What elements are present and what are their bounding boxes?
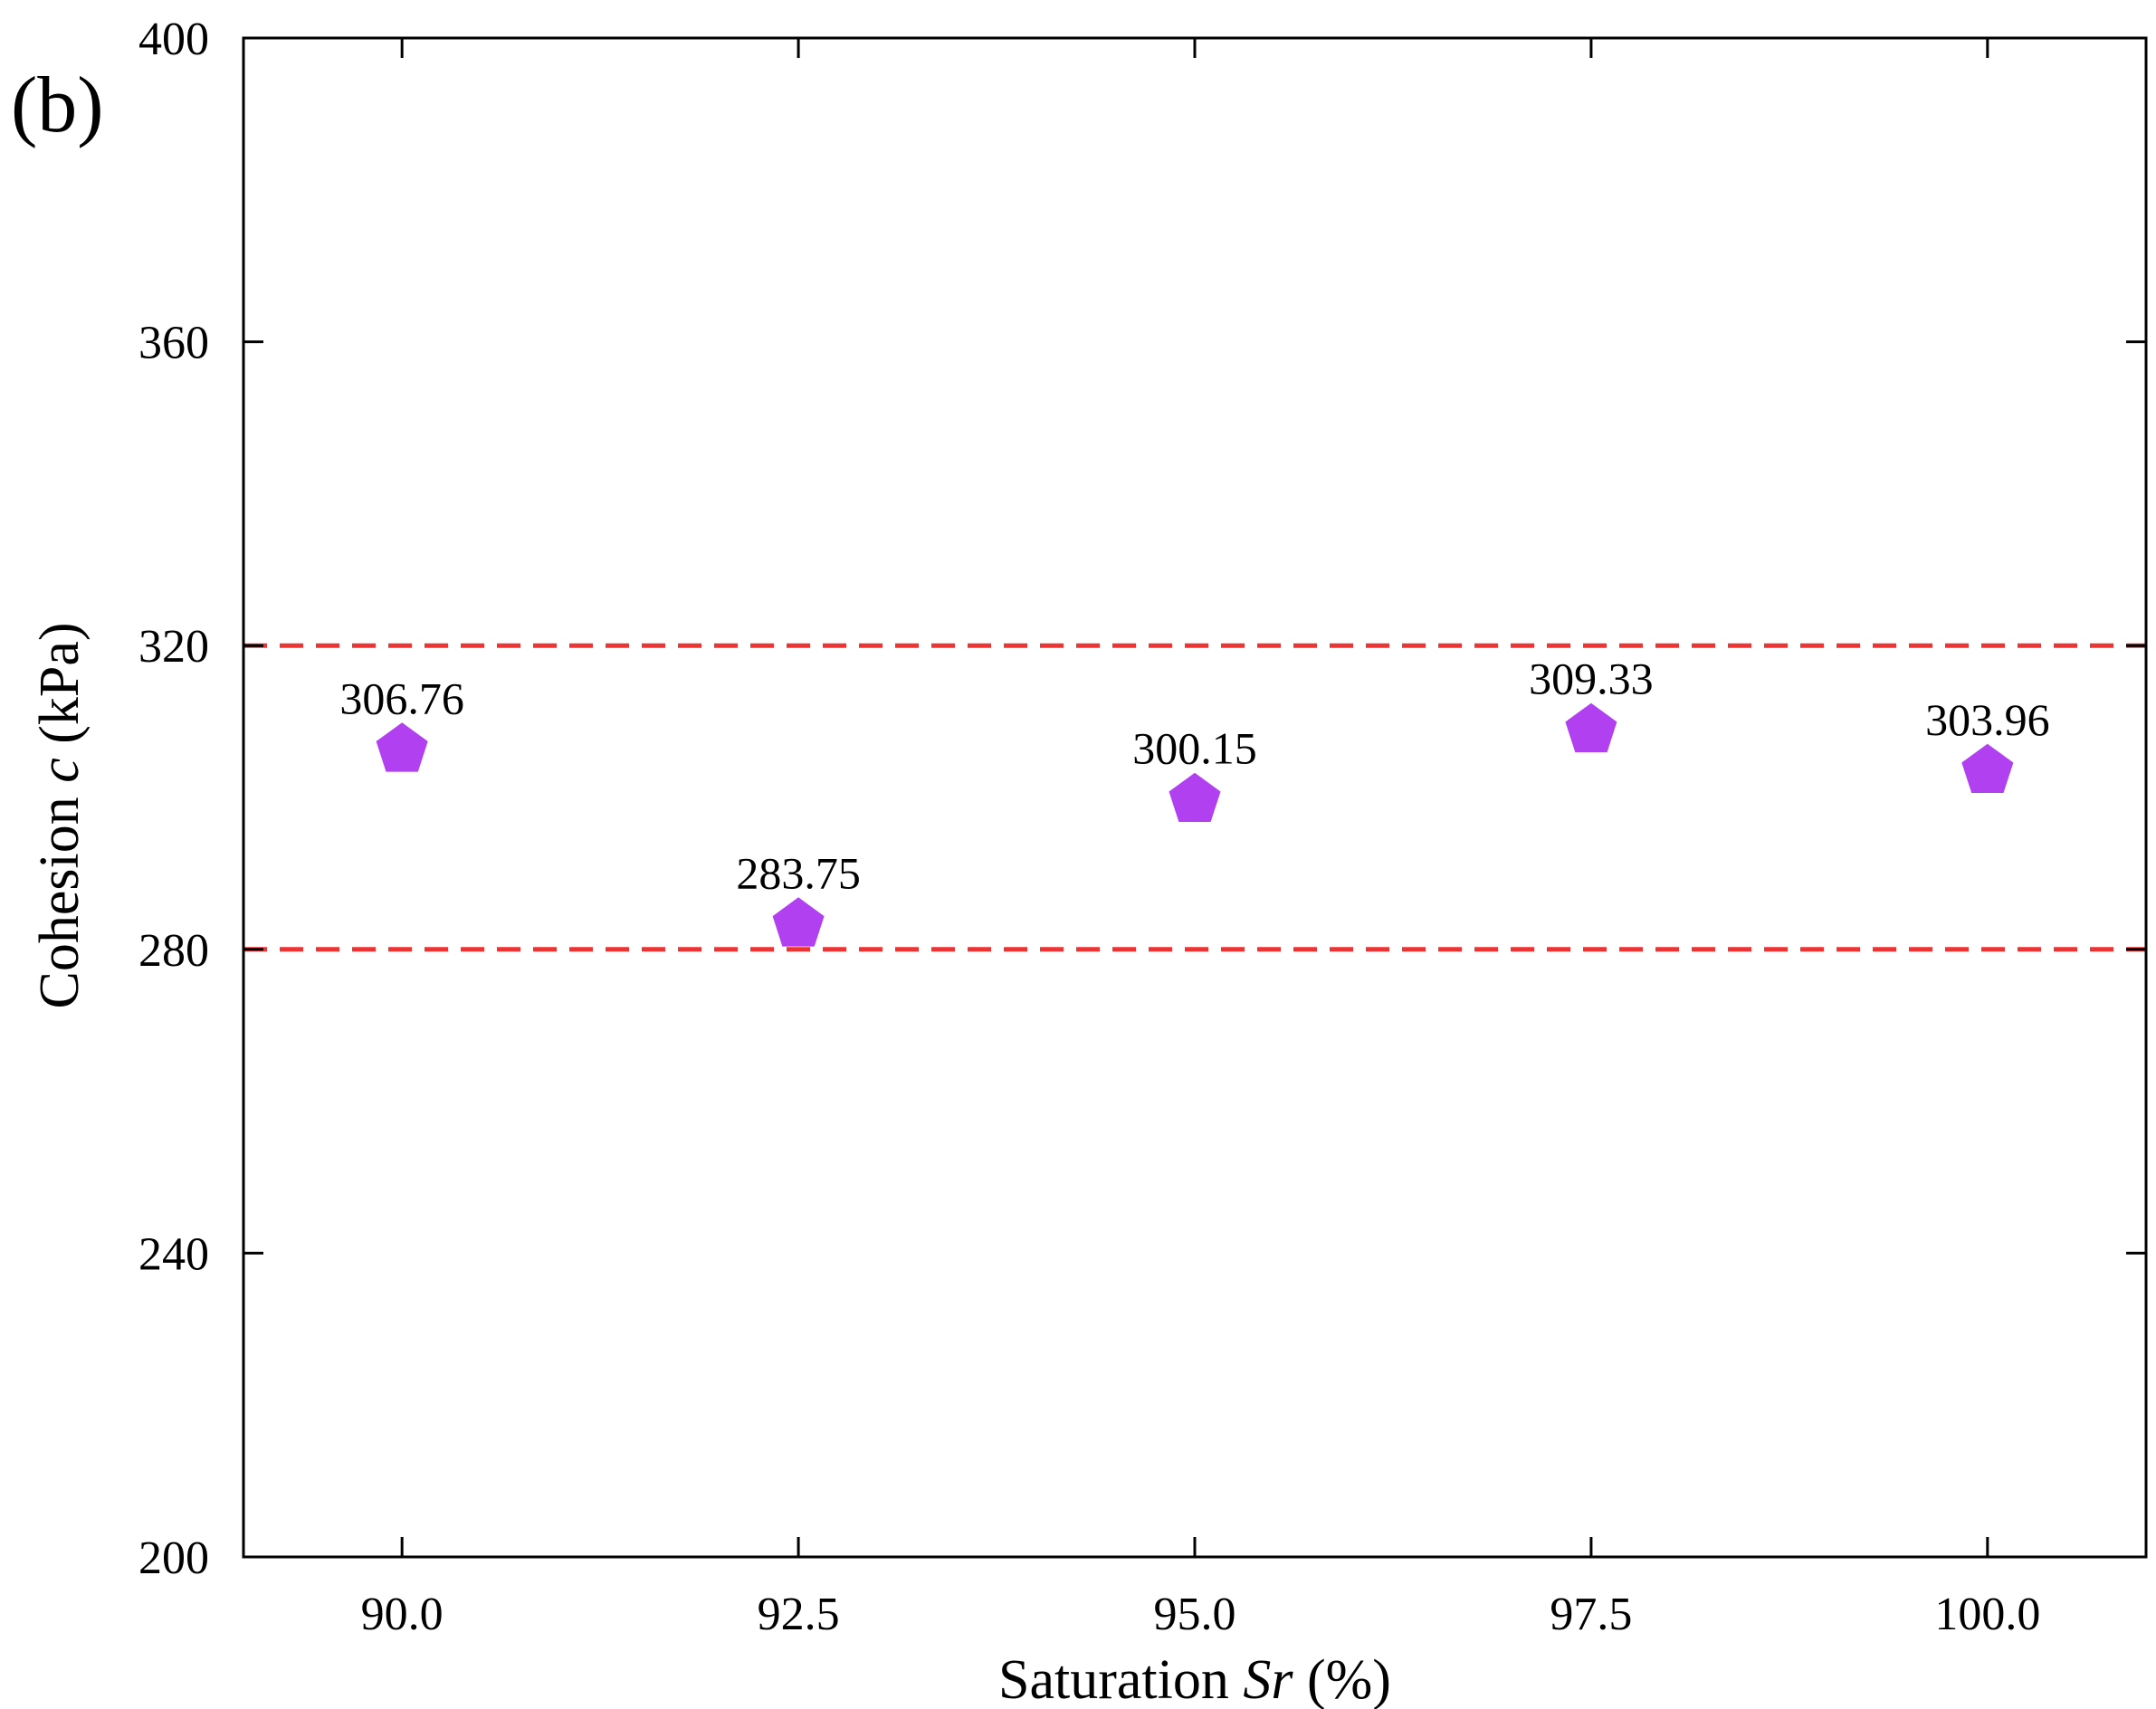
x-tick-label: 95.0: [1154, 1589, 1236, 1640]
panel-label: (b): [11, 62, 104, 149]
y-axis-title: Cohesion c (kPa): [29, 622, 91, 1008]
y-tick-label: 240: [138, 1228, 209, 1280]
data-point-label: 309.33: [1529, 654, 1654, 704]
data-point-marker: [1961, 743, 2014, 793]
data-point-label: 303.96: [1925, 694, 2050, 745]
data-point-marker: [376, 722, 428, 772]
data-labels: 306.76 283.75 300.15 309.33 303.96: [339, 654, 2049, 899]
y-tick-label: 360: [138, 318, 209, 369]
x-axis-title: Saturation Sr (%): [998, 1649, 1391, 1709]
y-tick-label: 400: [138, 14, 209, 65]
data-point-marker: [772, 897, 825, 947]
data-point-label: 283.75: [736, 847, 861, 898]
x-tick-label: 100.0: [1934, 1589, 2040, 1640]
y-tick-label: 320: [138, 621, 209, 673]
data-markers: [376, 702, 2014, 947]
x-tick-label: 90.0: [361, 1589, 444, 1640]
x-tick-label: 97.5: [1550, 1589, 1632, 1640]
ticks: 90.0 92.5 95.0 97.5 100.0 200 240 280 320 360 400: [138, 14, 2146, 1640]
y-tick-label: 200: [138, 1532, 209, 1584]
x-tick-label: 92.5: [758, 1589, 840, 1640]
data-point-marker: [1565, 702, 1617, 752]
data-point-marker: [1169, 772, 1221, 822]
data-point-label: 300.15: [1132, 723, 1257, 774]
data-point-label: 306.76: [339, 673, 464, 723]
reference-lines: [243, 643, 2146, 952]
y-tick-label: 280: [138, 925, 209, 977]
